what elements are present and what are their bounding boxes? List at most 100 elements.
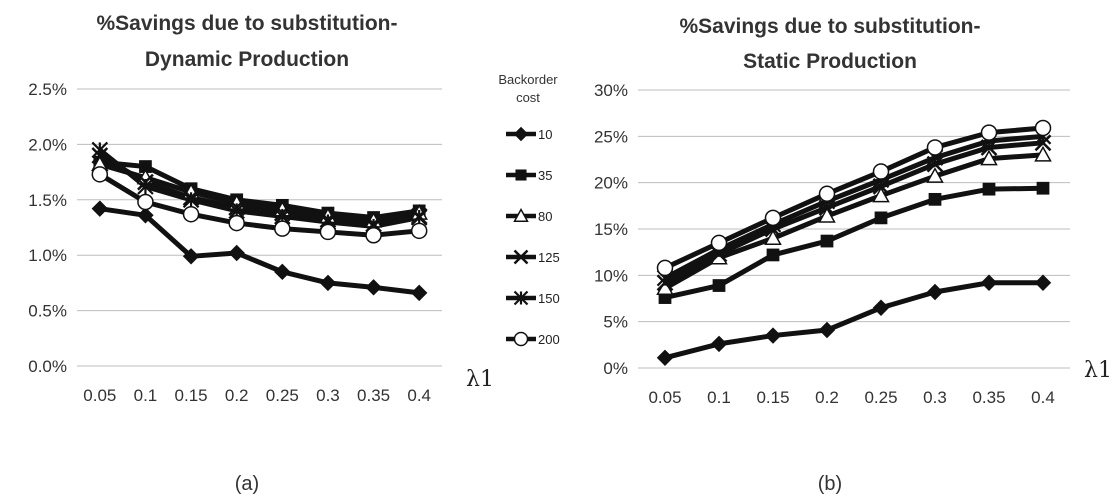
legend-item-10: 10 — [506, 126, 552, 142]
legend-swatch-marker — [513, 290, 529, 306]
chart-a-series-35-point — [139, 160, 152, 173]
legend-label: 125 — [538, 250, 560, 265]
chart-b-series-200-point — [710, 234, 728, 252]
chart-a-x-tick-label: 0.35 — [357, 386, 390, 405]
legend-label: 35 — [538, 168, 552, 183]
chart-b-series-200-point — [818, 185, 836, 203]
chart-b-y-tick-label: 15% — [594, 220, 628, 239]
chart-a-title-line1: %Savings due to substitution- — [96, 12, 397, 35]
chart-a-series-10-point — [228, 244, 245, 262]
chart-a-x-tick-label: 0.15 — [175, 386, 208, 405]
chart-a-series-200-point — [319, 223, 337, 241]
legend-item-80: 80 — [506, 207, 552, 224]
chart-b-series-35-point — [766, 248, 780, 262]
chart-b-y-tick-label: 20% — [594, 174, 628, 193]
legend-label: 150 — [538, 291, 560, 306]
legend-item-35: 35 — [506, 168, 552, 183]
chart-b-series-200-line — [663, 125, 1044, 271]
chart-b-series-200-point — [764, 209, 782, 227]
chart-b-series-35-point — [874, 211, 888, 225]
chart-a-series-200-point — [274, 220, 291, 237]
chart-a-series-200-point — [182, 205, 200, 223]
chart-b-y-tick-label: 0% — [603, 359, 628, 378]
chart-a-series-10-point — [410, 284, 428, 302]
chart-b-series-80-point — [1034, 145, 1052, 162]
chart-b-series-200-point — [872, 163, 890, 180]
chart-b-y-tick-label: 5% — [603, 313, 628, 332]
chart-b-series-10-point — [926, 283, 944, 301]
chart-b-series-200-point — [980, 124, 998, 141]
chart-a-series-200-point — [137, 193, 154, 211]
legend-item-125: 125 — [506, 249, 560, 265]
legend-title-line1: Backorder — [498, 72, 558, 87]
chart-b-series-35-point — [1036, 181, 1050, 195]
chart-a-caption: (a) — [235, 473, 259, 495]
chart-a-x-tick-label: 0.25 — [266, 386, 299, 405]
chart-a-series-10-point — [182, 248, 200, 265]
chart-a-series-10-line — [99, 206, 420, 296]
chart-b-series-35-point — [982, 182, 996, 196]
legend: Backorder cost 10 35 80 125 150 200 — [498, 72, 559, 347]
chart-a-y-tick-label: 1.0% — [28, 246, 67, 265]
chart-b-series-35-line — [664, 185, 1044, 301]
chart-a-series-150-point — [182, 191, 200, 209]
legend-label: 80 — [538, 209, 552, 224]
chart-b-series-200-point — [656, 259, 674, 277]
chart-a-x-tick-label: 0.4 — [407, 386, 431, 405]
chart-a-series-150-point — [410, 209, 428, 226]
legend-title-line2: cost — [516, 90, 540, 105]
chart-b-series-35-point — [928, 192, 942, 206]
chart-b-x-tick-label: 0.25 — [864, 388, 897, 407]
chart-a-title-line2: Dynamic Production — [145, 48, 349, 71]
chart-b-series-10-point — [872, 299, 890, 316]
legend-label: 200 — [538, 332, 560, 347]
chart-b-series-150-line — [663, 133, 1044, 281]
chart-b-series-80-point — [980, 149, 998, 166]
chart-a-series-10-point — [319, 274, 337, 292]
legend-swatch-marker — [513, 331, 529, 347]
chart-a-y-tick-label: 2.0% — [28, 135, 67, 154]
chart-a-series-200-point — [228, 214, 245, 232]
chart-b-x-tick-label: 0.1 — [707, 388, 731, 407]
chart-dynamic-production: %Savings due to substitution- Dynamic Pr… — [28, 12, 494, 495]
chart-b-x-tick-label: 0.3 — [923, 388, 947, 407]
chart-b-series-125-line — [663, 140, 1044, 285]
chart-a-series-200-point — [410, 222, 428, 240]
chart-a-y-tick-label: 1.5% — [28, 191, 67, 210]
chart-a-y-tick-label: 0.0% — [28, 357, 67, 376]
chart-a-series-10-point — [274, 263, 291, 281]
chart-a-series-200-point — [91, 166, 109, 183]
chart-a-x-tick-label: 0.3 — [316, 386, 340, 405]
chart-a-y-tick-label: 2.5% — [28, 80, 67, 99]
chart-b-x-axis-label: λ1 — [1084, 358, 1112, 383]
chart-a-x-tick-label: 0.1 — [134, 386, 158, 405]
chart-b-x-tick-label: 0.2 — [815, 388, 839, 407]
legend-item-200: 200 — [506, 331, 560, 347]
legend-swatch-marker — [513, 126, 529, 142]
chart-a-series-150-point — [137, 178, 154, 195]
legend-items: 10 35 80 125 150 200 — [506, 126, 560, 347]
chart-b-series-80-point — [872, 186, 890, 203]
chart-b-plot-area: 0% 5% 10% 15% 20% 25% 30% 0.05 0.1 0.15 0.2 0.25 0.3… — [594, 81, 1070, 407]
chart-b-series-35-point — [820, 234, 834, 248]
chart-b-x-tick-label: 0.15 — [756, 388, 789, 407]
chart-b-series-10-point — [980, 274, 998, 291]
chart-b-series-80-point — [818, 206, 836, 223]
chart-b-x-tick-label: 0.4 — [1031, 388, 1055, 407]
chart-b-caption: (b) — [818, 473, 842, 495]
chart-b-series-200-point — [926, 139, 944, 156]
legend-item-150: 150 — [506, 290, 560, 306]
chart-b-series-10-point — [818, 321, 836, 339]
chart-a-series-10-point — [91, 200, 109, 217]
chart-b-series-10-point — [656, 349, 674, 367]
legend-swatch-marker — [513, 207, 529, 222]
chart-a-y-tick-label: 0.5% — [28, 302, 67, 321]
chart-b-series-200-point — [1034, 119, 1052, 137]
chart-a-x-axis-label: λ1 — [466, 367, 494, 392]
chart-b-series-80-point — [926, 167, 944, 183]
legend-swatch-marker — [513, 249, 529, 265]
chart-b-series-10-line — [664, 280, 1043, 361]
chart-a-x-tick-label: 0.05 — [83, 386, 116, 405]
chart-b-title-line2: Static Production — [743, 50, 917, 73]
chart-b-series-10-point — [764, 327, 782, 344]
